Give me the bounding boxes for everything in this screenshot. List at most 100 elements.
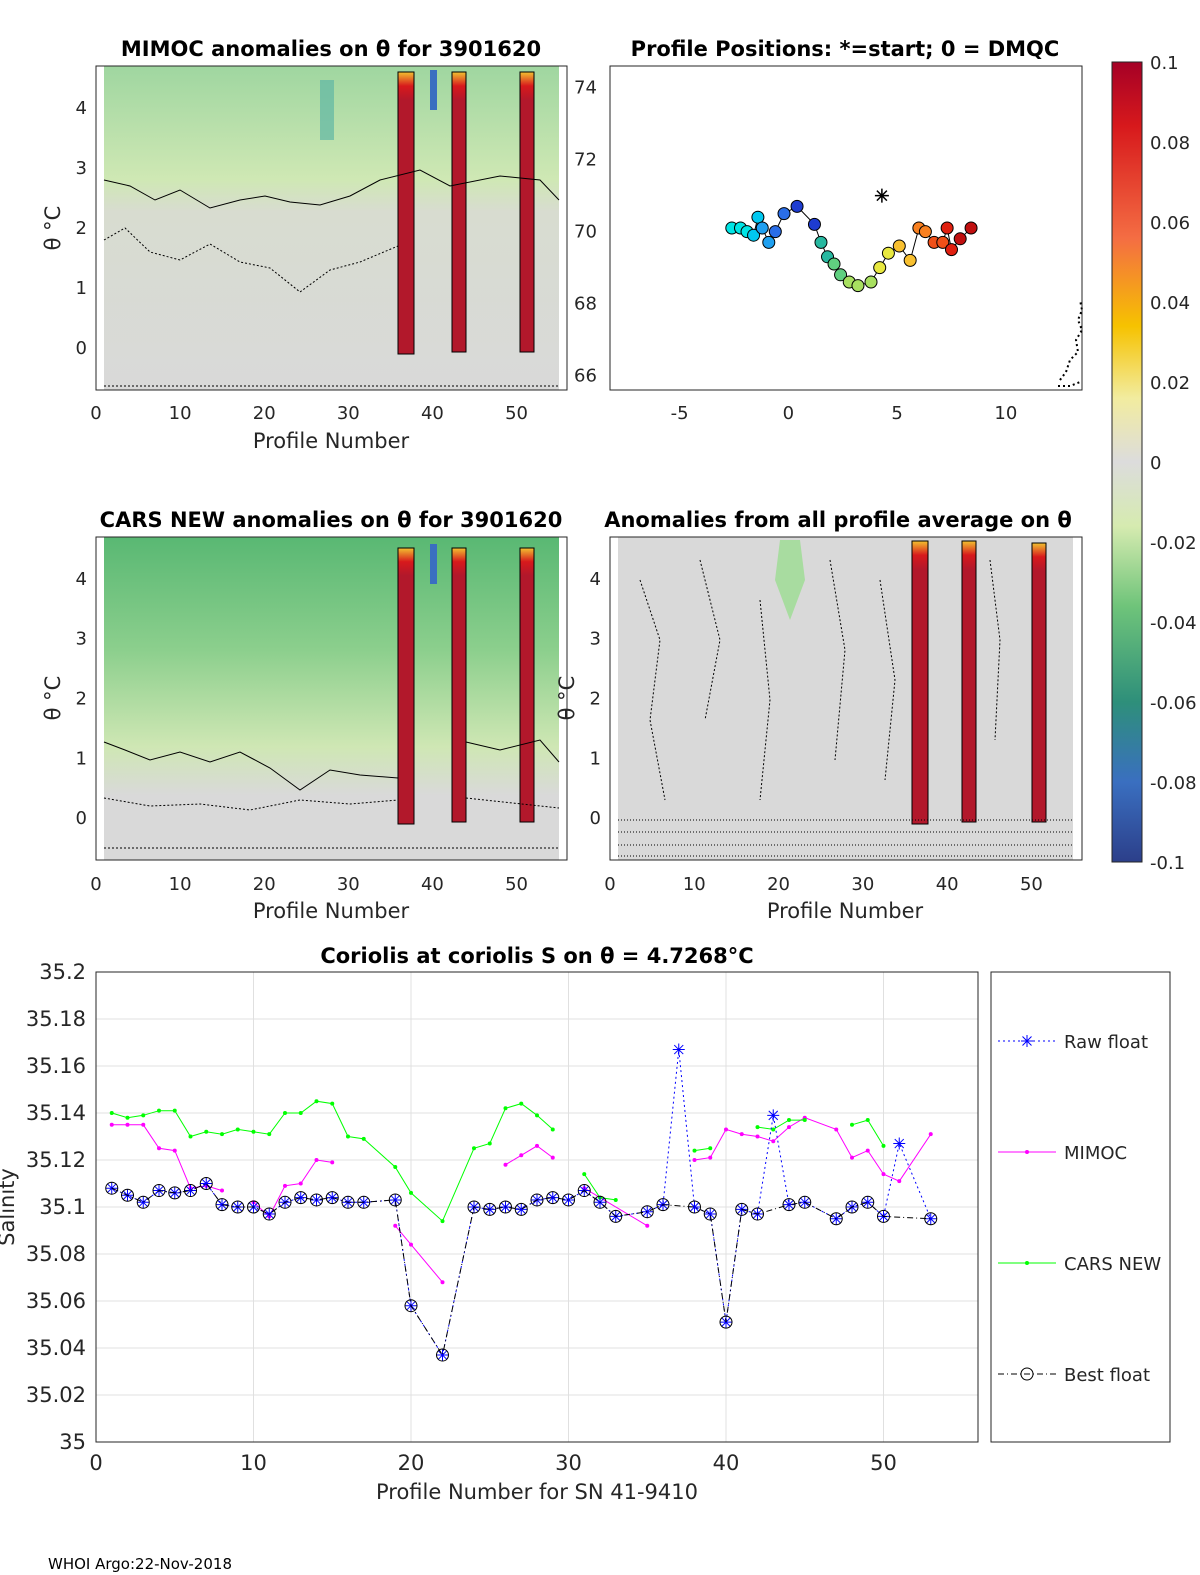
x-tick-label: 30	[555, 1451, 582, 1475]
x-tick-label: 50	[1020, 874, 1043, 895]
mimoc-point	[157, 1146, 161, 1151]
cars-point	[393, 1165, 398, 1170]
best-point	[278, 1195, 292, 1209]
profile-position-marker	[747, 228, 761, 242]
colorbar-tick-label: 0.02	[1150, 373, 1190, 394]
y-tick-label: 1	[76, 278, 87, 299]
allavg-xticks: 0 10 20 30 40 50	[604, 874, 1043, 895]
salinity-yticks: 35 35.02 35.04 35.06 35.08 35.1 35.12 35.14 35.1…	[26, 960, 86, 1454]
mimoc-line	[505, 1145, 554, 1166]
cars-point	[771, 1127, 776, 1132]
colorbar-tick-label: -0.04	[1150, 613, 1197, 634]
colorbar-tick-label: 0.04	[1150, 293, 1190, 314]
best-point	[499, 1200, 512, 1214]
x-tick-label: 0	[604, 874, 615, 895]
cars-point	[881, 1143, 886, 1148]
y-tick-label: 4	[76, 98, 87, 119]
cars-point	[346, 1134, 350, 1139]
mimoc-point	[141, 1122, 146, 1127]
cars-point	[267, 1132, 272, 1137]
mimoc-point	[834, 1127, 839, 1132]
salinity-title: Coriolis at coriolis S on θ = 4.7268°C	[320, 944, 753, 968]
mimoc-line	[694, 1117, 932, 1182]
profile-position-marker	[964, 221, 978, 235]
best-point	[262, 1207, 276, 1221]
salinity-xticks: 0 10 20 30 40 50	[89, 1451, 897, 1475]
y-tick-label: 3	[76, 158, 87, 179]
best-point	[798, 1195, 812, 1209]
cars-point	[519, 1101, 524, 1106]
legend-marker	[1021, 1035, 1033, 1047]
mimoc-point	[850, 1155, 854, 1160]
x-tick-label: 20	[253, 874, 276, 895]
x-tick-label: 40	[421, 403, 444, 424]
mimoc-point	[645, 1223, 650, 1228]
x-tick-label: 30	[337, 403, 360, 424]
raw-point	[184, 1184, 197, 1197]
cars-xlabel: Profile Number	[253, 899, 410, 923]
cars-point	[220, 1132, 224, 1137]
salinity-ylabel: Salinity	[0, 1168, 19, 1246]
colorbar-tick-label: -0.02	[1150, 533, 1197, 554]
cars-point	[802, 1118, 807, 1123]
raw-point	[767, 1109, 780, 1122]
legend-label: Raw float	[1064, 1032, 1148, 1053]
positions-xticks: -5 0 5 10	[671, 403, 1018, 424]
best-point	[215, 1198, 229, 1212]
mimoc-point	[109, 1122, 114, 1127]
raw-point	[389, 1193, 402, 1206]
colorbar-tick-label: 0.08	[1150, 133, 1190, 154]
positions-yticks: 66 68 70 72 74	[574, 78, 597, 387]
legend-label: MIMOC	[1064, 1143, 1127, 1164]
y-tick-label: 35.1	[39, 1195, 86, 1219]
mimoc-point	[865, 1148, 870, 1153]
y-tick-label: 0	[590, 808, 601, 829]
cars-title: CARS NEW anomalies on θ for 3901620	[100, 508, 563, 532]
y-tick-label: 35.08	[26, 1242, 86, 1266]
profile-position-marker	[751, 210, 765, 224]
colorbar-tick-label: 0.1	[1150, 53, 1179, 74]
cars-point	[613, 1197, 618, 1202]
x-tick-label: 50	[505, 403, 528, 424]
y-tick-label: 3	[76, 629, 87, 650]
cars-point	[204, 1129, 209, 1134]
best-point	[152, 1184, 166, 1198]
mimoc-point	[787, 1125, 791, 1130]
salinity-xlabel: Profile Number for SN 41-9410	[376, 1480, 698, 1504]
x-tick-label: 10	[169, 403, 192, 424]
best-point	[325, 1191, 339, 1205]
x-tick-label: 20	[398, 1451, 425, 1475]
legend: Raw float MIMOC CARS NEW Best float	[998, 1032, 1161, 1386]
best-point	[136, 1195, 150, 1209]
raw-point	[830, 1212, 843, 1225]
x-tick-label: 30	[337, 874, 360, 895]
x-tick-label: 20	[253, 403, 276, 424]
best-point	[877, 1209, 890, 1223]
salinity-series	[105, 1043, 938, 1362]
cars-point	[755, 1125, 760, 1130]
coastline	[1058, 299, 1084, 387]
profile-position-marker	[777, 207, 791, 221]
y-tick-label: 35.2	[39, 960, 86, 984]
mimoc-point	[897, 1179, 902, 1184]
profile-position-marker	[903, 253, 917, 267]
raw-point	[861, 1196, 874, 1209]
profile-position-marker	[944, 243, 958, 257]
best-point	[719, 1315, 733, 1329]
x-tick-label: 10	[683, 874, 706, 895]
cars-point	[409, 1190, 413, 1195]
profile-position-marker	[834, 268, 848, 282]
best-point	[404, 1299, 418, 1313]
cars-heatmap	[103, 537, 560, 860]
raw-point	[105, 1182, 118, 1195]
profile-position-marker	[953, 232, 967, 246]
best-line	[111, 1182, 931, 1357]
raw-point	[546, 1191, 559, 1204]
y-tick-label: 0	[76, 338, 87, 359]
y-tick-label: 68	[574, 294, 597, 315]
colorbar-tick-label: 0.06	[1150, 213, 1190, 234]
allavg-xlabel: Profile Number	[767, 899, 924, 923]
y-tick-label: 35.06	[26, 1289, 86, 1313]
x-tick-label: 10	[240, 1451, 267, 1475]
cars-point	[487, 1141, 492, 1146]
